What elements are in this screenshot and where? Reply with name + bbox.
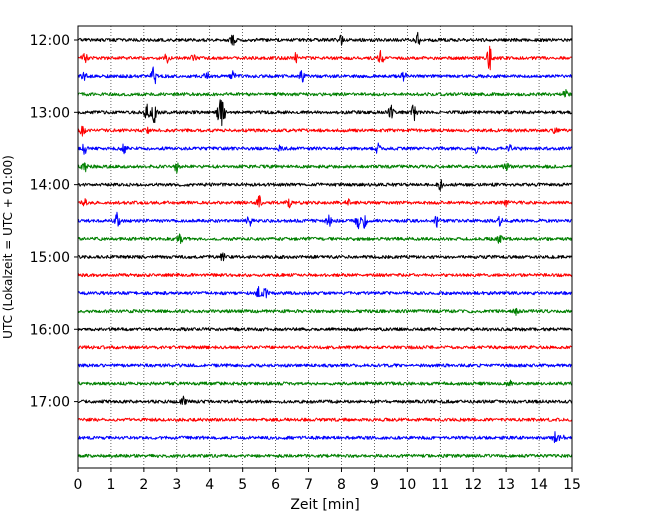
seismogram-trace (77, 99, 573, 127)
y-tick-label: 16:00 (30, 322, 70, 338)
seismogram-trace (77, 379, 573, 387)
seismogram-trace (77, 395, 573, 406)
x-tick-label: 1 (106, 477, 115, 493)
seismogram-trace (77, 285, 573, 299)
x-tick-label: 2 (139, 477, 148, 493)
x-tick-label: 10 (398, 477, 416, 493)
seismogram-trace (77, 88, 573, 98)
x-tick-label: 15 (563, 477, 581, 493)
x-tick-label: 6 (271, 477, 280, 493)
x-tick-label: 7 (304, 477, 313, 493)
seismogram-trace (77, 307, 573, 316)
y-tick-label: 15:00 (30, 250, 70, 266)
y-tick-label: 17:00 (30, 395, 70, 411)
y-tick-label: 14:00 (30, 178, 70, 194)
seismogram-trace (77, 363, 573, 368)
seismogram-trace (77, 66, 573, 85)
y-axis: 12:00 13:00 14:00 15:00 16:00 17:00 (30, 33, 78, 411)
seismogram-trace (77, 327, 573, 332)
x-axis-label: Zeit [min] (290, 497, 359, 513)
seismogram-trace (77, 453, 573, 458)
seismogram-trace (77, 195, 573, 209)
seismogram-trace (77, 431, 573, 444)
seismogram-trace (77, 345, 573, 350)
x-tick-label: 9 (370, 477, 379, 493)
x-tick-label: 11 (431, 477, 449, 493)
seismogram-trace (77, 252, 573, 262)
x-tick-label: 13 (497, 477, 515, 493)
y-tick-label: 13:00 (30, 105, 70, 121)
y-tick-label: 12:00 (30, 33, 70, 49)
seismogram-trace (77, 272, 573, 278)
seismogram-trace (77, 233, 573, 244)
x-tick-label: 0 (74, 477, 83, 493)
seismogram-trace (77, 125, 573, 137)
seismogram-trace (77, 45, 573, 71)
seismogram-trace (77, 179, 573, 192)
x-axis: 0 1 2 3 4 5 6 7 8 9 10 11 12 13 14 15 (74, 468, 581, 493)
x-tick-label: 4 (205, 477, 214, 493)
x-tick-label: 14 (530, 477, 548, 493)
x-tick-label: 5 (238, 477, 247, 493)
seismogram-traces (77, 31, 573, 458)
seismogram-trace (77, 162, 573, 174)
plot-frame (77, 25, 573, 469)
x-tick-label: 12 (464, 477, 482, 493)
seismogram-trace (77, 417, 573, 422)
seismogram-trace (77, 211, 573, 230)
seismogram-trace (77, 31, 573, 46)
seismogram-trace (77, 142, 573, 155)
x-tick-label: 8 (337, 477, 346, 493)
y-axis-label: UTC (Lokalzeit = UTC + 01:00) (1, 155, 15, 339)
x-tick-label: 3 (172, 477, 181, 493)
